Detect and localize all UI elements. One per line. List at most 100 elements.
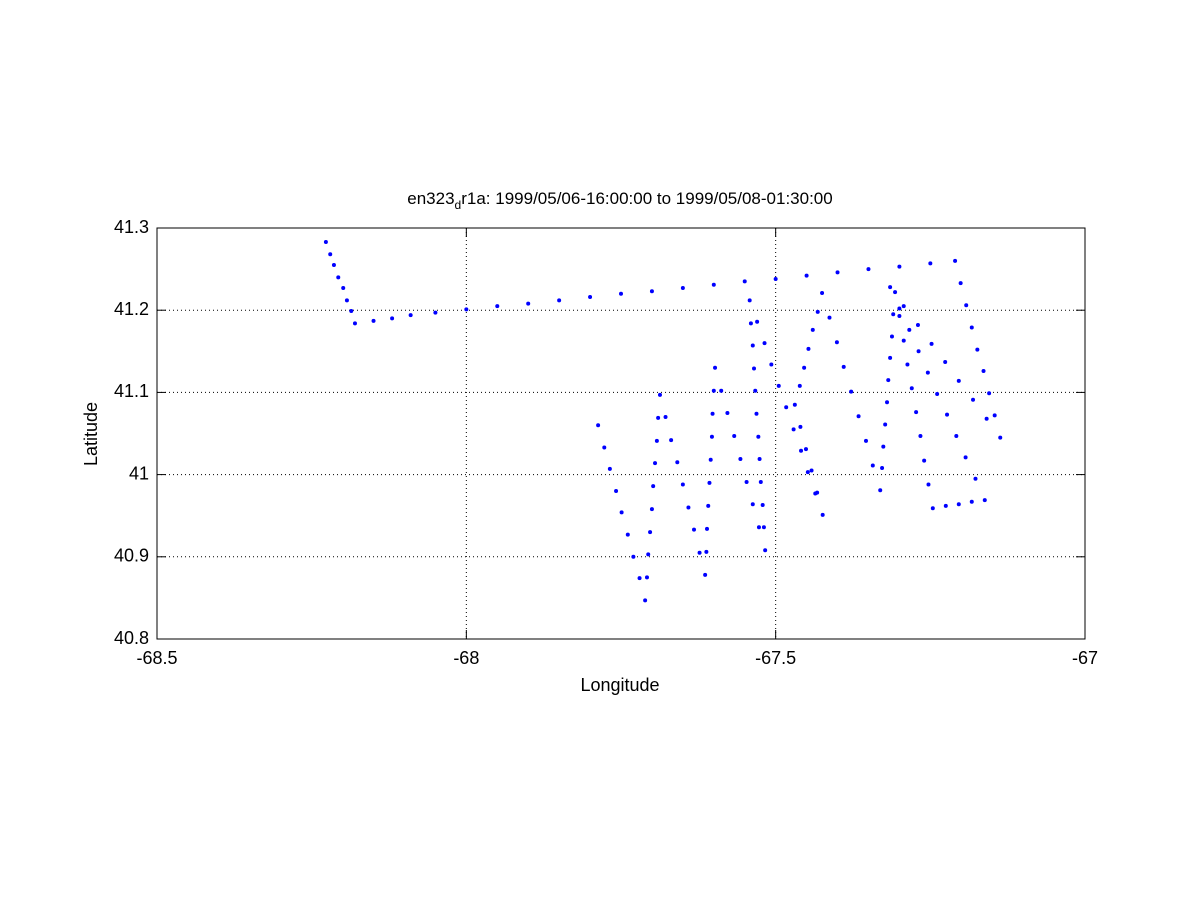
y-axis-label: Latitude [81, 402, 101, 466]
data-point [711, 282, 716, 287]
data-point [653, 461, 658, 466]
data-point [675, 460, 680, 465]
data-point [897, 264, 902, 269]
data-point [747, 298, 752, 303]
data-point [669, 438, 674, 443]
data-point [963, 455, 968, 460]
data-point [982, 498, 987, 503]
data-point [886, 378, 891, 383]
data-point [866, 267, 871, 272]
data-point [943, 503, 948, 508]
data-point [888, 285, 893, 290]
data-point [981, 369, 986, 374]
data-point [863, 438, 868, 443]
x-tick-label: -68 [453, 648, 479, 668]
data-point [926, 482, 931, 487]
data-point [888, 355, 893, 360]
data-point [998, 435, 1003, 440]
data-point [763, 548, 768, 553]
data-point [891, 312, 896, 317]
y-tick-label: 41.1 [114, 381, 149, 401]
data-point [804, 273, 809, 278]
data-point [841, 364, 846, 369]
data-point [984, 416, 989, 421]
data-point [707, 480, 712, 485]
data-point [813, 491, 818, 496]
data-point [885, 400, 890, 405]
data-point [973, 476, 978, 481]
data-point [704, 526, 709, 531]
data-point [526, 301, 531, 306]
data-point [901, 338, 906, 343]
data-point [341, 286, 346, 291]
title-end: r1a: 1999/05/06-16:00:00 to 1999/05/08-0… [461, 189, 832, 208]
data-point [697, 550, 702, 555]
data-point [760, 503, 765, 508]
data-point [711, 388, 716, 393]
x-tick-label: -68.5 [136, 648, 177, 668]
data-point [596, 423, 601, 428]
data-point [956, 378, 961, 383]
data-point [918, 433, 923, 438]
data-point [907, 327, 912, 332]
data-point [725, 410, 730, 415]
data-point [732, 433, 737, 438]
y-tick-label: 40.9 [114, 546, 149, 566]
data-point [935, 392, 940, 397]
data-point [849, 389, 854, 394]
data-point [803, 447, 808, 452]
data-point [750, 343, 755, 348]
data-point [901, 304, 906, 309]
data-point [744, 479, 749, 484]
data-point [704, 549, 709, 554]
y-tick-label: 40.8 [114, 628, 149, 648]
title-start: en323 [407, 189, 454, 208]
data-point [878, 488, 883, 493]
data-point [958, 281, 963, 286]
x-tick-label: -67 [1072, 648, 1098, 668]
data-point [371, 318, 376, 323]
data-point [692, 527, 697, 532]
data-point [680, 286, 685, 291]
data-point [791, 427, 796, 432]
data-point [870, 463, 875, 468]
data-point [713, 365, 718, 370]
data-point [625, 532, 630, 537]
x-tick-label: -67.5 [755, 648, 796, 668]
data-point [748, 321, 753, 326]
plot-frame [156, 227, 1086, 640]
data-point [336, 275, 341, 280]
data-point [648, 530, 653, 535]
data-point [915, 322, 920, 327]
data-point [331, 262, 336, 267]
data-point [820, 512, 825, 517]
y-tick-label: 41.2 [114, 299, 149, 319]
data-point [928, 261, 933, 266]
data-point [663, 415, 668, 420]
data-point [752, 366, 757, 371]
data-point [710, 411, 715, 416]
data-point [834, 340, 839, 345]
data-point [719, 388, 724, 393]
data-point [905, 362, 910, 367]
data-point [769, 362, 774, 367]
data-point [433, 310, 438, 315]
data-point [637, 576, 642, 581]
data-point [703, 572, 708, 577]
data-point [810, 327, 815, 332]
data-point [856, 414, 861, 419]
data-point [614, 489, 619, 494]
data-point [805, 470, 810, 475]
data-point [820, 290, 825, 295]
data-point [408, 313, 413, 318]
data-point [349, 309, 354, 314]
data-point [644, 575, 649, 580]
data-point [464, 307, 469, 312]
data-point [706, 503, 711, 508]
data-point [956, 502, 961, 507]
data-point [646, 552, 651, 557]
data-point [930, 506, 935, 511]
data-point [799, 448, 804, 453]
data-point [953, 258, 958, 263]
